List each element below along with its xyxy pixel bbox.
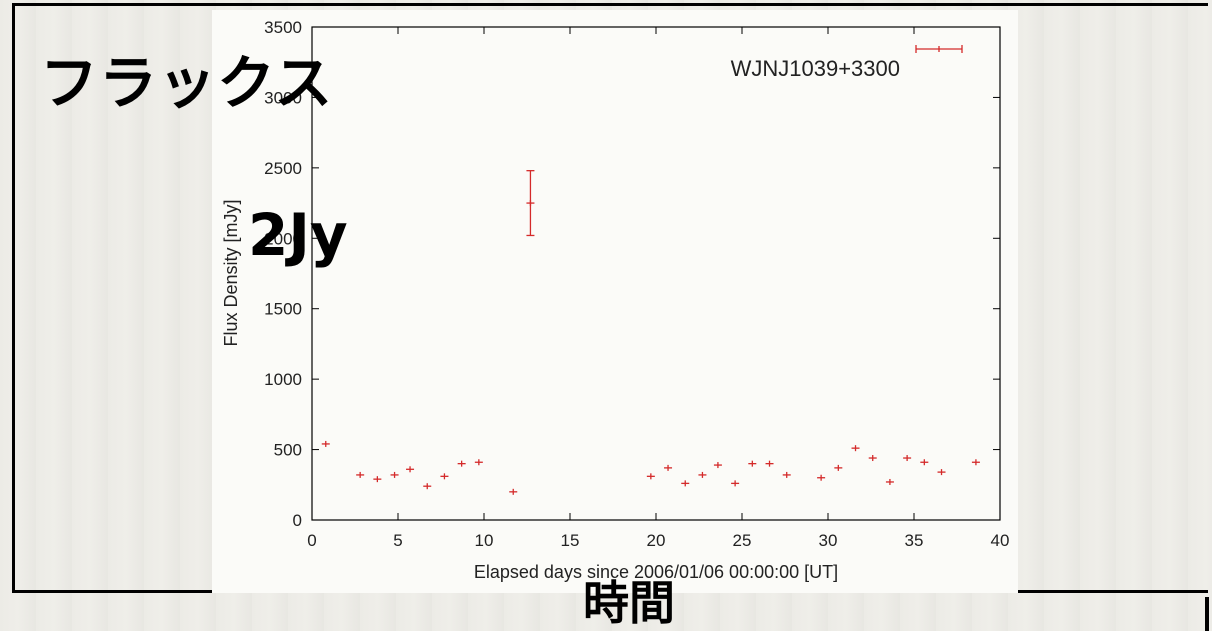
flux-chart: 0 5 10 15 20 25 30 35 40 0 500 1000 1500 2000 2500 3000… — [221, 18, 1009, 582]
data-point — [423, 483, 432, 490]
data-point — [457, 460, 466, 467]
y-tick-label: 3500 — [264, 18, 302, 37]
data-point — [373, 476, 382, 483]
data-point — [681, 480, 690, 487]
data-points — [321, 170, 980, 495]
data-point — [885, 478, 894, 485]
legend-entry-marker — [915, 45, 963, 53]
x-axis-label: Elapsed days since 2006/01/06 00:00:00 [… — [474, 562, 838, 582]
data-point — [748, 460, 757, 467]
data-point — [664, 464, 673, 471]
data-point — [356, 471, 365, 478]
data-point — [731, 480, 740, 487]
data-point — [474, 459, 483, 466]
y-tick-label: 0 — [293, 511, 302, 530]
x-tick-label: 20 — [647, 531, 666, 550]
y-tick-label: 2500 — [264, 159, 302, 178]
data-point — [698, 471, 707, 478]
data-point — [834, 464, 843, 471]
x-tick-label: 15 — [561, 531, 580, 550]
y-tick-label: 1000 — [264, 370, 302, 389]
x-tick-label: 5 — [393, 531, 402, 550]
y-tick-label: 2000 — [264, 229, 302, 248]
x-tick-label: 30 — [819, 531, 838, 550]
data-point — [868, 455, 877, 462]
data-point — [851, 445, 860, 452]
plot-panel: 0 5 10 15 20 25 30 35 40 0 500 1000 1500 2000 2500 3000… — [212, 10, 1018, 593]
level-annotation: 2Jy — [248, 201, 348, 269]
x-tick-label: 25 — [733, 531, 752, 550]
flux-annotation: フラックス — [40, 49, 334, 117]
data-point — [440, 473, 449, 480]
y-tick-label: 1500 — [264, 300, 302, 319]
data-point — [713, 462, 722, 469]
plot-area-border — [311, 26, 1001, 521]
data-point — [509, 488, 518, 495]
data-point — [920, 459, 929, 466]
data-point — [390, 471, 399, 478]
legend-entry-label: WJNJ1039+3300 — [731, 56, 900, 81]
y-axis-label: Flux Density [mJy] — [221, 199, 241, 346]
data-point — [406, 466, 415, 473]
data-point — [321, 440, 330, 447]
time-annotation: 時間 — [583, 576, 675, 630]
data-point — [903, 455, 912, 462]
data-point — [646, 473, 655, 480]
data-point — [817, 474, 826, 481]
x-tick-label: 0 — [307, 531, 316, 550]
x-tick-label: 10 — [475, 531, 494, 550]
frame-edge — [1205, 597, 1209, 631]
y-tick-label: 500 — [274, 441, 302, 460]
y-tick-label: 3000 — [264, 88, 302, 107]
x-tick-label: 35 — [905, 531, 924, 550]
data-point — [526, 170, 535, 237]
data-point — [782, 471, 791, 478]
data-point — [971, 459, 980, 466]
axis-ticks: 0 5 10 15 20 25 30 35 40 0 500 1000 1500 2000 2500 3000… — [264, 18, 1009, 550]
x-tick-label: 40 — [991, 531, 1010, 550]
data-point — [765, 460, 774, 467]
data-point — [937, 469, 946, 476]
